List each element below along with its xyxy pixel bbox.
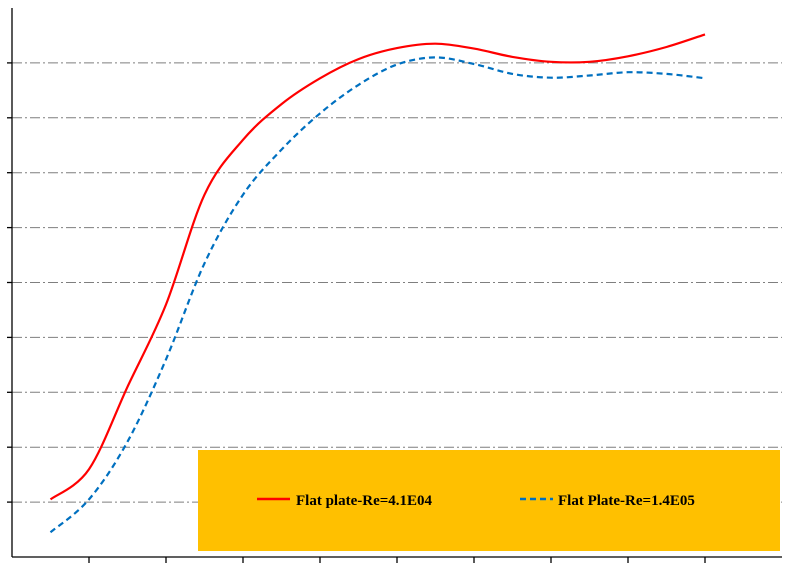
series-line-1 [49, 33, 706, 501]
series-line-2 [49, 56, 706, 534]
legend-label-series-2: Flat Plate-Re=1.4E05 [558, 493, 695, 509]
legend: Flat plate-Re=4.1E04 Flat Plate-Re=1.4E0… [198, 450, 780, 551]
legend-background [198, 450, 780, 551]
gridlines [12, 62, 782, 503]
legend-label-series-1: Flat plate-Re=4.1E04 [296, 493, 433, 509]
plot-series [49, 33, 706, 534]
axes [7, 8, 782, 563]
